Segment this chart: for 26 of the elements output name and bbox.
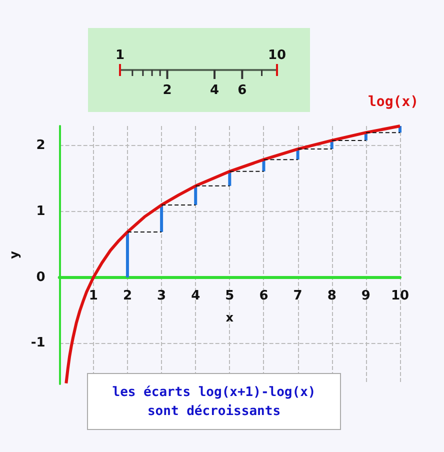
text: 10 (268, 48, 286, 63)
bar (194, 186, 198, 205)
x-tick-label: 9 (361, 288, 370, 304)
x-tick-label: 6 (259, 288, 268, 304)
series-label: log(x) (368, 94, 419, 110)
x-tick-label: 2 (122, 288, 132, 304)
bar (160, 204, 164, 232)
x-tick-label: 8 (327, 288, 336, 304)
y-tick-label: 2 (36, 138, 46, 154)
text: 4 (210, 83, 220, 98)
text: 1 (115, 48, 125, 63)
y-tick-label: -1 (30, 336, 46, 351)
y-axis-title: y (7, 250, 21, 259)
x-tick-label: 7 (293, 288, 302, 304)
x-tick-label: 3 (157, 288, 166, 304)
note-box: les écarts log(x+1)-log(x) sont décroissants (87, 373, 341, 430)
x-tick-label: 10 (390, 288, 410, 304)
x-tick-label: 4 (191, 288, 200, 304)
y-tick-label: 1 (36, 204, 46, 220)
y-tick-label: 0 (36, 270, 46, 285)
text: 6 (238, 83, 247, 98)
bar (126, 232, 129, 278)
x-axis-title: x (226, 310, 234, 324)
text: 2 (162, 83, 172, 98)
x-tick-label: 1 (88, 288, 98, 304)
x-tick-label: 5 (225, 288, 234, 304)
